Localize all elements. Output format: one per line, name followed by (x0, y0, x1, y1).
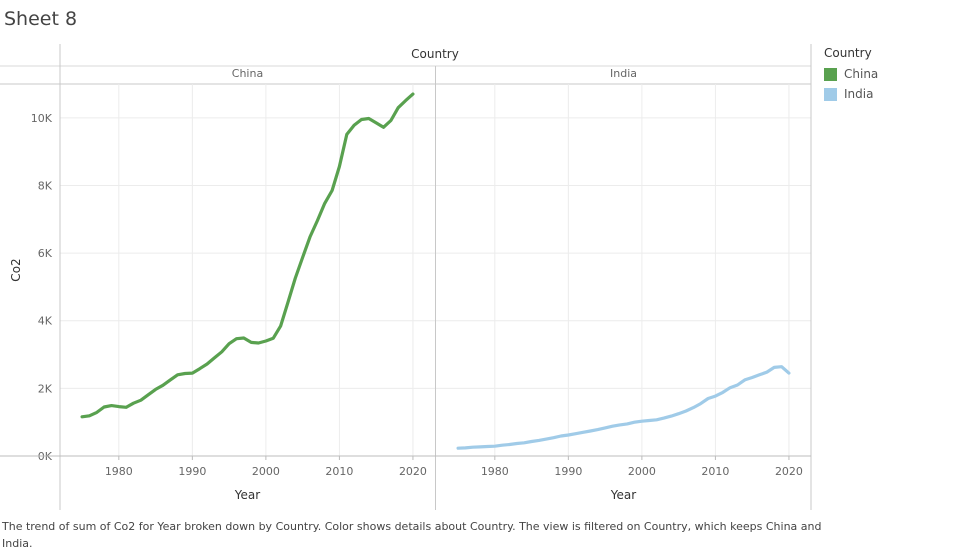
x-axis-title: Year (610, 488, 636, 502)
column-header: Country (411, 47, 459, 61)
x-tick-label: 1980 (105, 465, 133, 478)
legend: Country China India (824, 46, 878, 104)
y-axis-title: Co2 (9, 258, 23, 281)
legend-swatch-india (824, 87, 837, 101)
x-tick-label: 1980 (481, 465, 509, 478)
y-tick-label: 4K (38, 315, 53, 328)
legend-label-china: China (844, 67, 879, 81)
series-line-india (456, 365, 791, 450)
caption: The trend of sum of Co2 for Year broken … (2, 520, 822, 550)
legend-swatch-china (824, 67, 837, 81)
legend-item-china[interactable]: China (824, 64, 878, 84)
x-tick-label: 2020 (399, 465, 427, 478)
x-tick-label: 2000 (252, 465, 280, 478)
panel-header-india: India (610, 67, 637, 80)
y-tick-label: 10K (31, 112, 53, 125)
x-tick-label: 2010 (701, 465, 729, 478)
y-tick-label: 8K (38, 179, 53, 192)
y-tick-label: 2K (38, 382, 53, 395)
series-line-china (80, 92, 415, 419)
legend-label-india: India (844, 87, 874, 101)
y-tick-label: 6K (38, 247, 53, 260)
x-tick-label: 2010 (325, 465, 353, 478)
sheet-title: Sheet 8 (4, 8, 78, 30)
x-tick-label: 2020 (775, 465, 803, 478)
x-tick-label: 2000 (628, 465, 656, 478)
x-tick-label: 1990 (178, 465, 206, 478)
legend-title: Country (824, 46, 872, 60)
x-tick-label: 1990 (554, 465, 582, 478)
x-axis-title: Year (234, 488, 260, 502)
legend-item-india[interactable]: India (824, 84, 878, 104)
panel-header-china: China (232, 67, 263, 80)
